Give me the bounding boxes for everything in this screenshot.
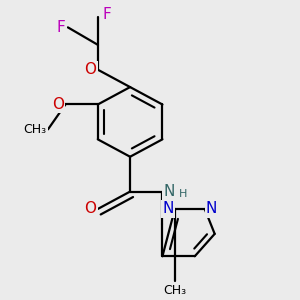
Text: O: O: [85, 202, 97, 217]
Text: CH₃: CH₃: [24, 123, 47, 136]
Text: O: O: [52, 97, 64, 112]
Text: CH₃: CH₃: [163, 284, 186, 297]
Text: N: N: [162, 202, 174, 217]
Text: N: N: [164, 184, 175, 199]
Text: N: N: [206, 202, 218, 217]
Text: O: O: [85, 62, 97, 77]
Text: H: H: [178, 189, 187, 199]
Text: F: F: [57, 20, 65, 35]
Text: F: F: [103, 8, 112, 22]
